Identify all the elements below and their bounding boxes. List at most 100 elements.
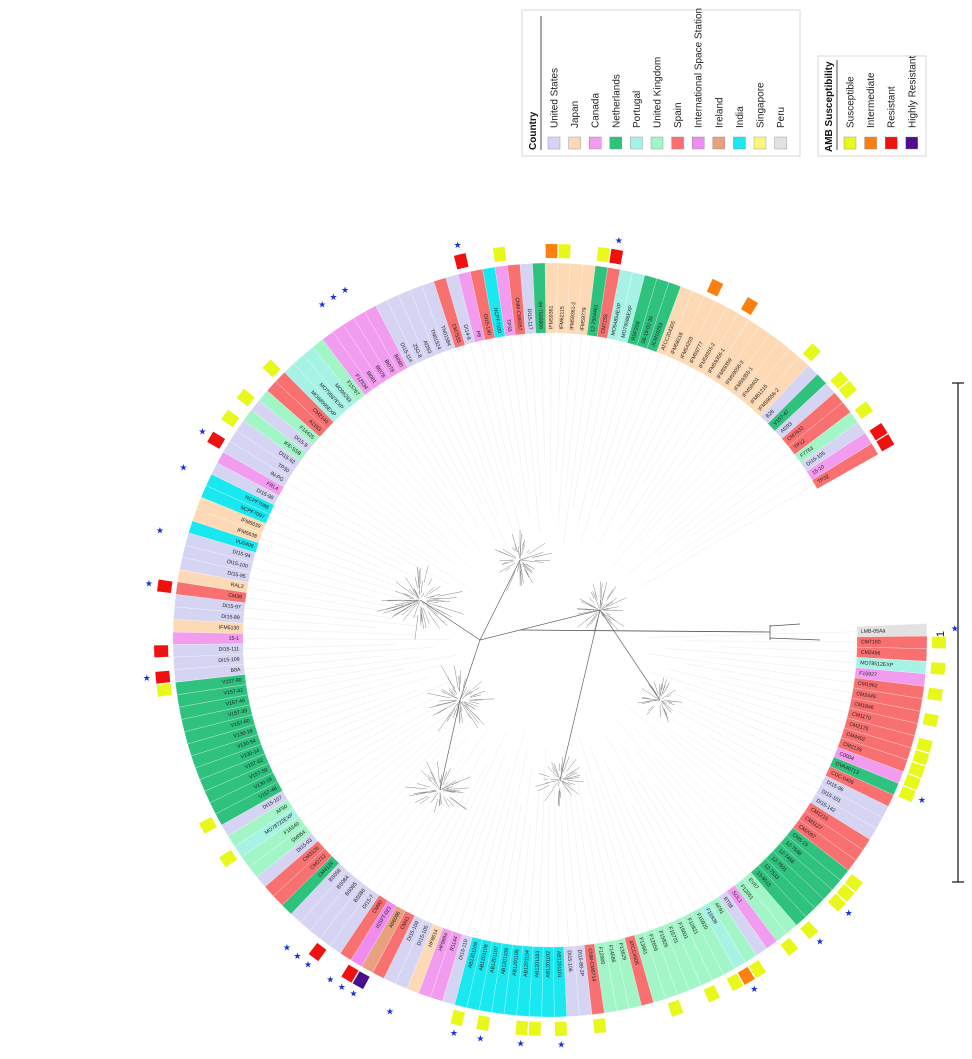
amb-marker — [869, 422, 888, 441]
leaf-spoke — [560, 816, 570, 947]
leaf-spoke — [590, 746, 659, 928]
amb-legend: AMB Susceptibility Susceptible Intermedia… — [817, 56, 927, 157]
leaf-spoke — [555, 333, 562, 475]
amb-marker — [836, 884, 855, 902]
branch-segment — [561, 782, 570, 792]
leaf-spoke — [614, 794, 669, 924]
amb-swatch-susceptible — [843, 136, 857, 150]
leaf-spoke — [665, 648, 857, 663]
amb-marker — [827, 893, 847, 912]
leaf-spoke — [243, 617, 377, 628]
leaf-spoke — [262, 690, 417, 750]
leaf-spoke — [530, 333, 542, 496]
branch-segment — [567, 780, 584, 782]
branch-segment — [662, 707, 669, 723]
branch-segment — [498, 551, 516, 559]
leaf-spoke — [297, 464, 439, 563]
leaf-label: AF90 — [275, 804, 289, 816]
leaf-spoke — [619, 381, 717, 533]
leaf-spoke — [619, 371, 699, 515]
branch-segment — [438, 699, 457, 702]
leaf-spoke — [360, 398, 483, 555]
branch-segment — [579, 598, 596, 608]
amb-swatch-highly-resistant — [905, 136, 918, 150]
leaf-label: V157-60 — [230, 718, 251, 729]
tree-spokes — [242, 332, 857, 948]
amb-marker — [596, 246, 611, 263]
star-marker: ★ — [476, 1034, 484, 1044]
leaf-label: DI14-8 — [462, 324, 472, 341]
branch-segment — [567, 782, 575, 785]
branch-segment — [402, 601, 420, 621]
leaf-spoke — [431, 356, 499, 516]
branch-segment — [443, 790, 464, 793]
leaf-spoke — [562, 779, 580, 946]
branch-segment — [517, 559, 521, 572]
branch-segment — [427, 774, 432, 780]
branch-segment — [428, 598, 439, 600]
branch-segment — [462, 678, 466, 689]
leaf-spoke — [616, 719, 747, 876]
leaf-spoke — [642, 399, 742, 524]
amb-legend-title: AMB Susceptibility — [824, 61, 835, 152]
leaf-spoke — [654, 756, 755, 870]
branch-segment — [432, 707, 447, 716]
star-marker: ★ — [349, 990, 357, 1000]
legend-swatch-united-kingdom — [650, 136, 664, 150]
leaf-spoke — [243, 628, 414, 636]
leaf-spoke — [295, 726, 423, 813]
branch-segment — [602, 613, 613, 625]
leaf-spoke — [550, 332, 552, 512]
leaf-spoke — [639, 412, 757, 542]
branch-segment — [570, 771, 576, 775]
leaf-spoke — [632, 726, 763, 863]
star-marker: ★ — [283, 943, 291, 953]
leaf-label: DI15-89 — [221, 614, 240, 621]
branch-segment — [456, 706, 460, 717]
branch-segment — [441, 780, 457, 790]
branch-segment — [580, 601, 598, 610]
leaf-spoke — [520, 334, 540, 533]
leaf-spoke — [702, 656, 856, 673]
leaf-label: CNM-CM8057 — [513, 297, 522, 331]
amb-marker — [453, 253, 469, 270]
amb-marker — [450, 1009, 466, 1027]
leaf-spoke — [684, 663, 853, 694]
branch-segment — [648, 699, 659, 702]
branch-segment — [429, 701, 452, 709]
leaf-spoke — [409, 763, 487, 914]
leaf-label: AB1201108 — [478, 944, 489, 972]
leaf-spoke — [619, 768, 697, 911]
branch-segment — [441, 691, 446, 694]
leaf-spoke — [279, 723, 397, 787]
leaf-spoke — [650, 731, 777, 848]
branch-segment — [469, 701, 479, 704]
star-marker: ★ — [318, 301, 326, 311]
branch-segment — [426, 600, 439, 604]
branch-segment — [464, 689, 470, 695]
leaf-spoke — [665, 689, 832, 762]
branch-segment — [568, 771, 573, 775]
leaf-label: CM2456 — [861, 650, 881, 657]
branch-segment — [437, 605, 464, 615]
amb-marker — [157, 579, 173, 594]
branch-segment — [428, 790, 437, 794]
leaf-label: DI15-109 — [218, 657, 240, 664]
leaf-label: AB1201105 — [512, 949, 521, 976]
leaf-spoke — [291, 473, 467, 587]
leaf-sector — [811, 443, 879, 490]
leaf-label: DI15-110 — [458, 939, 469, 961]
leaf-spoke — [631, 803, 688, 915]
leaf-spoke — [563, 335, 593, 544]
branch-segment — [589, 597, 595, 604]
branch-segment — [440, 793, 442, 805]
leaf-label: DI15-97 — [222, 603, 241, 611]
branch-segment — [565, 778, 571, 780]
leaf-label: AB1201106 — [501, 948, 511, 975]
scale-bar-label: 1 — [935, 631, 947, 637]
leaf-spoke — [595, 350, 652, 509]
leaf-spoke — [385, 380, 481, 531]
country-legend-title: Country — [528, 111, 539, 150]
leaf-label: CM2449 — [856, 691, 876, 700]
branch-segment — [468, 708, 485, 725]
